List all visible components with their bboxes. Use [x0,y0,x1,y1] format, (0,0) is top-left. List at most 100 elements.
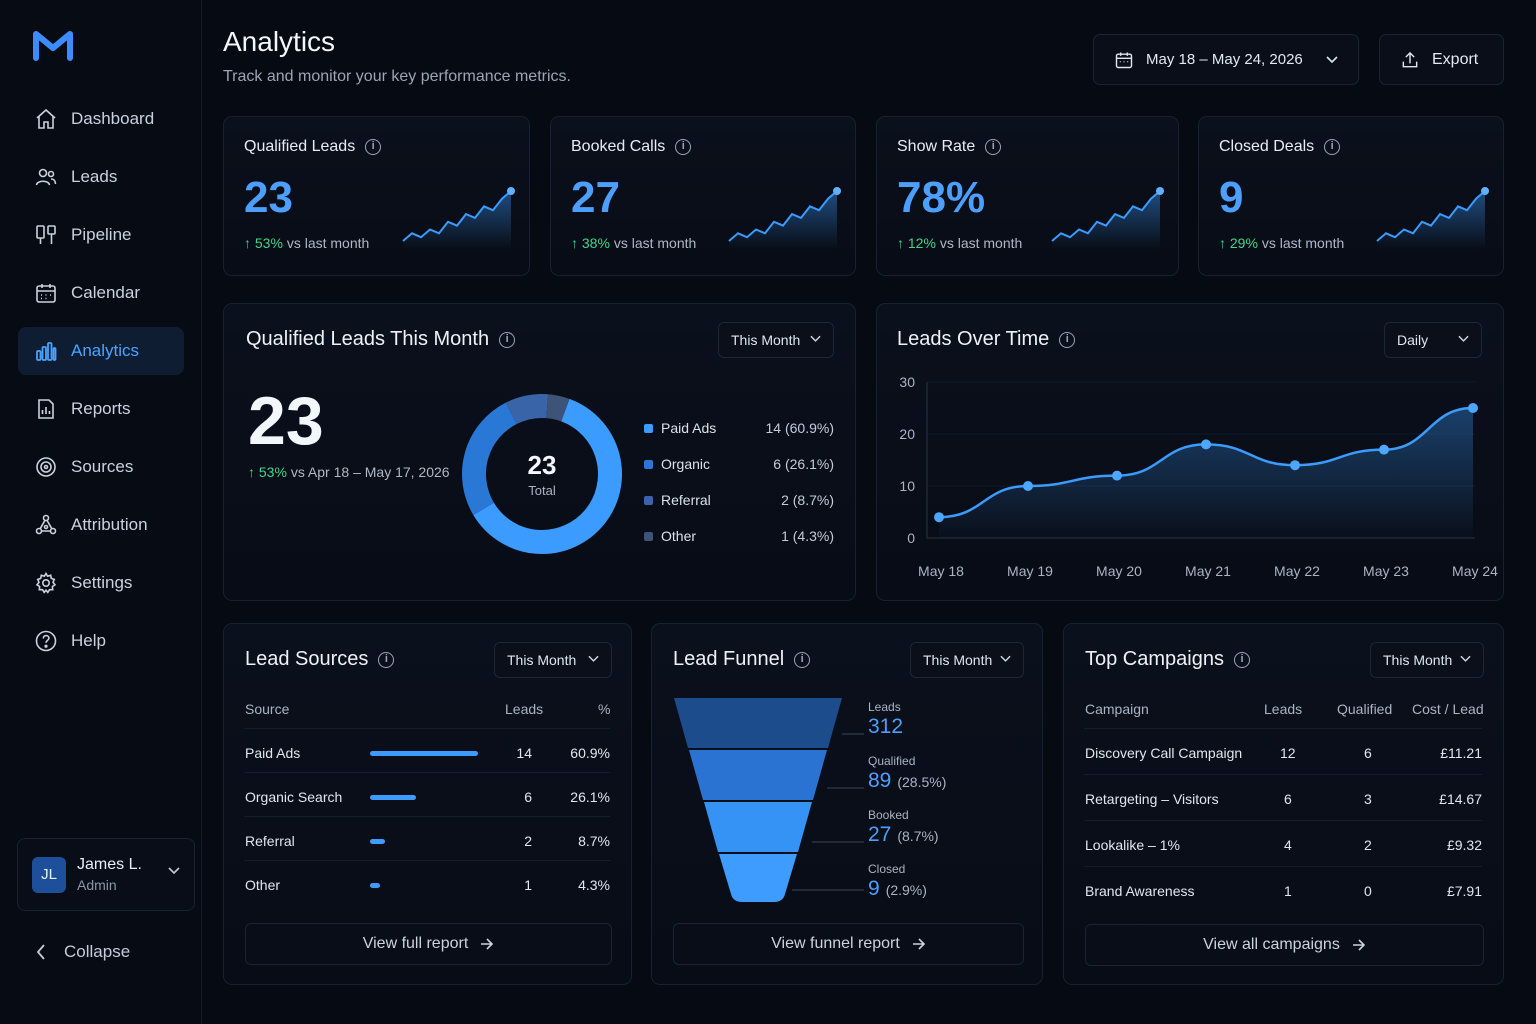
export-button[interactable]: Export [1379,34,1504,85]
donut-segment [505,394,549,425]
date-range-picker[interactable]: May 18 – May 24, 2026 [1093,34,1359,85]
legend-swatch [644,531,653,541]
leads-over-time-panel: Leads Over Time Daily 30 20 10 0 May 18 May 1… [876,303,1504,601]
sidebar-item-label: Settings [71,573,133,592]
info-icon[interactable] [1324,139,1341,155]
data-point [1023,481,1033,491]
funnel-stage-closed [719,854,797,902]
arrow-up-icon: ↑ [897,235,904,251]
info-icon[interactable] [499,331,516,348]
campaign-name: Brand Awareness [1085,883,1195,899]
x-tick-label: May 20 [1096,563,1142,579]
sidebar-item-analytics[interactable]: Analytics [18,327,184,375]
kpi-value: 27 [571,173,620,222]
sidebar-nav: Dashboard Leads Pipeline Calendar Analyt… [18,95,184,675]
legend-label: Other [661,528,697,544]
collapse-label: Collapse [64,942,131,961]
period-dropdown[interactable]: This Month [494,642,612,678]
sparkline-area [1377,191,1485,249]
campaign-name: Retargeting – Visitors [1085,791,1219,807]
donut-total: 23 [527,450,557,480]
period-dropdown[interactable]: This Month [1370,642,1484,678]
funnel-pct: (8.7%) [897,828,939,844]
user-menu[interactable]: JL James L. Admin [17,838,195,911]
share-bar [370,795,416,800]
legend-item: Other 1 (4.3%) [644,518,834,554]
column-header-cost: Cost / Lead [1412,701,1484,717]
button-label: View full report [362,935,469,952]
panel-title: Qualified Leads This Month [246,328,490,350]
legend-item: Paid Ads 14 (60.9%) [644,410,834,446]
sidebar-item-reports[interactable]: Reports [18,385,184,433]
donut-segment [462,402,518,515]
export-label: Export [1432,50,1479,68]
collapse-button[interactable]: Collapse [36,942,130,962]
kpi-delta-label: vs last month [939,235,1023,251]
donut-legend: Paid Ads 14 (60.9%) Organic 6 (26.1%) Refe… [644,410,834,554]
table-row[interactable]: Discovery Call Campaign 12 6 £11.21 [1084,728,1482,772]
sidebar-item-attribution[interactable]: Attribution [18,501,184,549]
arrow-up-icon: ↑ [571,235,578,251]
button-label: View all campaigns [1203,936,1340,953]
pipeline-icon [34,223,58,247]
sparkline [1051,187,1164,249]
help-icon [34,629,58,653]
lead-funnel-panel: Lead Funnel This Month Leads 312 Qualifi… [651,623,1043,985]
funnel-pct: (2.9%) [885,882,927,898]
sidebar-item-calendar[interactable]: Calendar [18,269,184,317]
page-subtitle: Track and monitor your key performance m… [223,68,571,85]
sidebar-item-label: Reports [71,399,131,418]
sidebar-item-pipeline[interactable]: Pipeline [18,211,184,259]
info-icon[interactable] [1059,331,1076,348]
source-leads: 6 [524,789,532,805]
report-icon [34,397,58,421]
top-campaigns-panel: Top Campaigns This Month Campaign Leads … [1063,623,1504,985]
table-row[interactable]: Brand Awareness 1 0 £7.91 [1084,866,1482,910]
kpi-delta-value: 12% [907,235,936,251]
funnel-count: 312 [868,715,904,738]
donut-segment [545,394,570,422]
sidebar-item-help[interactable]: Help [18,617,184,665]
sidebar-item-settings[interactable]: Settings [18,559,184,607]
dropdown-value: This Month [731,332,801,348]
info-icon[interactable] [378,651,395,668]
info-icon[interactable] [675,139,692,155]
kpi-delta-value: 29% [1229,235,1258,251]
sidebar-item-dashboard[interactable]: Dashboard [18,95,184,143]
sparkline-end-point [507,187,515,195]
x-tick-label: May 19 [1007,563,1053,579]
period-dropdown[interactable]: This Month [910,642,1024,678]
kpi-title: Closed Deals [1219,138,1315,155]
delta-value: 53% [258,464,287,480]
source-pct: 8.7% [578,833,610,849]
sparkline [1376,187,1489,249]
source-name: Organic Search [245,789,343,805]
sidebar-item-leads[interactable]: Leads [18,153,184,201]
donut-total-label: Total [528,483,556,498]
granularity-dropdown[interactable]: Daily [1384,322,1482,358]
campaign-leads: 6 [1284,791,1292,807]
funnel-value: 312 [868,715,903,739]
funnel-stage-qualified [689,750,827,800]
info-icon[interactable] [985,139,1002,155]
view-all-campaigns-button[interactable]: View all campaigns [1085,924,1484,966]
brand-logo[interactable] [32,28,74,62]
user-name: James L. [77,856,142,873]
sidebar-item-label: Leads [71,167,118,186]
view-funnel-report-button[interactable]: View funnel report [673,923,1024,965]
column-header-leads: Leads [1264,701,1303,717]
kpi-title: Show Rate [897,138,976,155]
table-row[interactable]: Lookalike – 1% 4 2 £9.32 [1084,820,1482,864]
view-full-report-button[interactable]: View full report [245,923,612,965]
info-icon[interactable] [365,139,382,155]
sidebar-item-sources[interactable]: Sources [18,443,184,491]
table-row[interactable]: Retargeting – Visitors 6 3 £14.67 [1084,774,1482,818]
funnel-pct: (28.5%) [897,774,947,790]
kpi-value: 78% [897,173,986,222]
source-pct: 26.1% [570,789,610,805]
period-dropdown[interactable]: This Month [718,322,834,358]
info-icon[interactable] [1233,651,1250,668]
network-icon [34,513,58,537]
funnel-count: 89 [868,769,892,792]
info-icon[interactable] [794,651,811,668]
